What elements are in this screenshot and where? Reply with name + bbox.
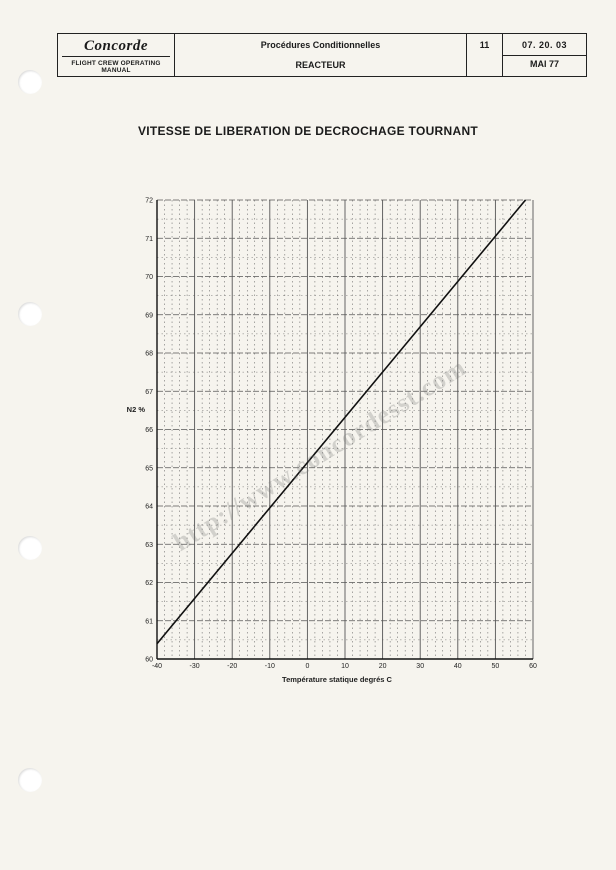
x-tick-label: -30 (190, 663, 200, 670)
y-tick-label: 63 (145, 542, 153, 549)
y-tick-label: 66 (145, 427, 153, 434)
section-cell: 11 (467, 34, 503, 76)
binder-hole (18, 768, 42, 792)
chart-title: VITESSE DE LIBERATION DE DECROCHAGE TOUR… (137, 124, 479, 138)
binder-hole (18, 302, 42, 326)
x-tick-label: -10 (265, 663, 275, 670)
y-tick-label: 62 (145, 580, 153, 587)
x-tick-label: 10 (341, 663, 349, 670)
logo-cell: Concorde FLIGHT CREW OPERATING MANUAL (58, 34, 175, 76)
binder-hole (18, 536, 42, 560)
x-tick-label: 20 (379, 663, 387, 670)
chart-grid (156, 199, 534, 660)
document-subtitle: REACTEUR (295, 60, 346, 70)
y-tick-label: 67 (145, 389, 153, 396)
y-tick-label: 61 (145, 618, 153, 625)
y-tick-label: 71 (145, 236, 153, 243)
manual-name: FLIGHT CREW OPERATING MANUAL (71, 60, 161, 74)
revision-date: MAI 77 (529, 59, 559, 69)
reference-cell: 07. 20. 03 MAI 77 (503, 34, 586, 76)
page-header: Concorde FLIGHT CREW OPERATING MANUAL Pr… (57, 33, 587, 77)
y-tick-label: 65 (145, 465, 153, 472)
y-tick-label: 60 (145, 657, 153, 664)
x-tick-label: -20 (227, 663, 237, 670)
x-tick-label: 50 (492, 663, 500, 670)
chart-labels: -40 -30 -20 -10 0 10 20 30 40 50 60 60 61 62 63 64 65 66 6… (127, 198, 537, 685)
y-tick-label: 72 (145, 198, 153, 205)
chart-axes (156, 200, 533, 660)
y-tick-label: 70 (145, 274, 153, 281)
x-axis-label: Température statique degrés C (282, 675, 392, 684)
logo-divider (62, 56, 170, 57)
x-tick-label: 0 (305, 663, 309, 670)
series-line (156, 199, 527, 645)
y-tick-label: 68 (145, 351, 153, 358)
reference-number: 07. 20. 03 (521, 40, 568, 50)
brand-logo: Concorde (84, 38, 148, 54)
document-title: Procédures Conditionnelles (260, 40, 381, 50)
title-cell: Procédures Conditionnelles REACTEUR (175, 34, 467, 76)
binder-hole (18, 70, 42, 94)
reference-divider (503, 55, 586, 56)
x-tick-label: 30 (416, 663, 424, 670)
y-tick-label: 64 (145, 504, 153, 511)
y-tick-label: 69 (145, 312, 153, 319)
x-tick-label: 60 (529, 663, 537, 670)
x-tick-label: 40 (454, 663, 462, 670)
section-number: 11 (479, 40, 490, 50)
y-axis-label: N2 % (127, 405, 146, 414)
x-tick-label: -40 (152, 663, 162, 670)
chart-series (156, 199, 527, 645)
